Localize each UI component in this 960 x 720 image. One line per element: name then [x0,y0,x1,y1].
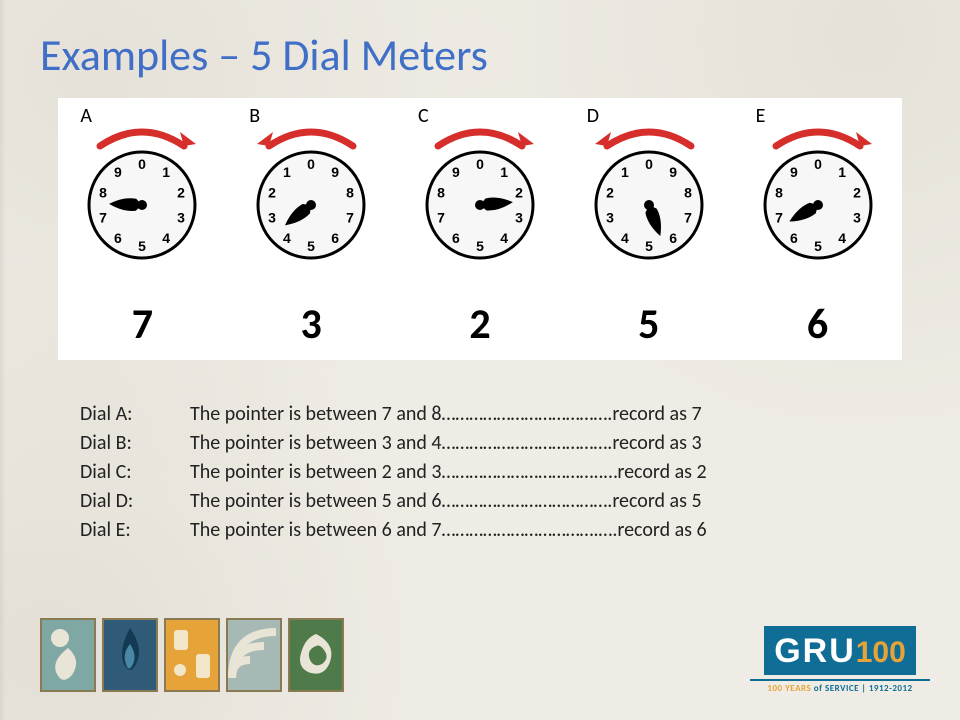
svg-text:8: 8 [775,184,783,200]
dial-face: 012 34567 89 [252,146,370,264]
svg-text:2: 2 [177,184,185,200]
dial-face: 0 12 34 567 89 [83,146,201,264]
svg-text:9: 9 [114,164,122,180]
svg-text:3: 3 [177,210,185,226]
svg-text:2: 2 [515,184,523,200]
dial-face: 012 34567 89 [759,146,877,264]
svg-text:6: 6 [790,230,798,246]
logo-main-text: GRU [774,632,856,670]
logo-sub-prefix: 100 YEARS [767,683,811,694]
dials-row: A0123456789B0123456789C0123456789D012345… [58,104,902,264]
svg-text:6: 6 [331,230,339,246]
svg-text:3: 3 [853,210,861,226]
explanation-row: Dial C:The pointer is between 2 and 3………… [80,458,880,487]
svg-text:5: 5 [476,238,484,254]
dial-e: E0123456789 [738,104,898,264]
svg-text:3: 3 [606,210,614,226]
explanation-label: Dial A: [80,400,190,429]
meter-diagram-panel: A0123456789B0123456789C0123456789D012345… [58,98,902,360]
explanation-row: Dial B:The pointer is between 3 and 4………… [80,429,880,458]
logo-subtitle: 100 YEARS of SERVICE | 1912-2012 [750,679,930,694]
explanation-text: The pointer is between 7 and 8…………………………… [190,400,880,429]
explanation-text: The pointer is between 6 and 7…………………………… [190,516,880,545]
explanation-label: Dial B: [80,429,190,458]
explanation-text: The pointer is between 2 and 3…………………………… [190,458,880,487]
dial-reading: 2 [400,299,560,350]
svg-text:1: 1 [500,164,508,180]
explanation-row: Dial E:The pointer is between 6 and 7………… [80,516,880,545]
svg-text:9: 9 [452,164,460,180]
slide-title: Examples – 5 Dial Meters [40,28,488,82]
dial-reading: 7 [62,299,222,350]
badge-telecom-icon [226,618,282,692]
svg-text:0: 0 [645,156,653,172]
svg-text:7: 7 [775,210,783,226]
explanation-row: Dial D:The pointer is between 5 and 6………… [80,487,880,516]
svg-text:0: 0 [814,156,822,172]
svg-text:5: 5 [645,238,653,254]
readings-row: 73256 [58,299,902,350]
svg-text:6: 6 [669,230,677,246]
svg-text:4: 4 [838,230,846,246]
explanation-text: The pointer is between 3 and 4…………………………… [190,429,880,458]
svg-text:7: 7 [437,210,445,226]
badge-gas-icon [102,618,158,692]
svg-text:1: 1 [163,164,171,180]
svg-text:1: 1 [283,164,291,180]
svg-text:9: 9 [790,164,798,180]
svg-text:4: 4 [500,230,508,246]
badge-electric-icon [164,618,220,692]
svg-text:6: 6 [114,230,122,246]
explanation-text: The pointer is between 5 and 6…………………………… [190,487,880,516]
badge-wastewater-icon [288,618,344,692]
explanation-label: Dial D: [80,487,190,516]
logo-sub-suffix: 1912-2012 [869,683,913,694]
svg-text:3: 3 [515,210,523,226]
dial-reading: 3 [231,299,391,350]
svg-text:8: 8 [684,184,692,200]
svg-text:5: 5 [814,238,822,254]
svg-text:8: 8 [346,184,354,200]
dial-face: 012 34567 89 [590,146,708,264]
dial-a: A0123456789 [62,104,222,264]
svg-text:0: 0 [138,156,146,172]
svg-text:1: 1 [621,164,629,180]
gru-logo-box: GRU100 [764,626,916,675]
svg-text:1: 1 [838,164,846,180]
dial-reading: 6 [738,299,898,350]
svg-text:5: 5 [307,238,315,254]
gru-logo: GRU100 100 YEARS of SERVICE | 1912-2012 [750,626,930,694]
svg-text:0: 0 [307,156,315,172]
footer-badges [40,618,344,692]
svg-text:3: 3 [268,210,276,226]
svg-text:7: 7 [684,210,692,226]
svg-text:2: 2 [853,184,861,200]
logo-sub-mid: of SERVICE | [811,683,869,694]
logo-suffix-text: 100 [856,636,906,669]
svg-text:4: 4 [621,230,629,246]
dial-face: 012 34567 89 [421,146,539,264]
dial-reading: 5 [569,299,729,350]
svg-text:2: 2 [606,184,614,200]
explanation-row: Dial A:The pointer is between 7 and 8………… [80,400,880,429]
svg-text:7: 7 [346,210,354,226]
dial-b: B0123456789 [231,104,391,264]
svg-text:2: 2 [268,184,276,200]
dial-c: C0123456789 [400,104,560,264]
dial-d: D0123456789 [569,104,729,264]
explanation-label: Dial E: [80,516,190,545]
svg-text:8: 8 [99,184,107,200]
svg-text:5: 5 [138,238,146,254]
svg-text:0: 0 [476,156,484,172]
badge-water-icon [40,618,96,692]
svg-text:7: 7 [99,210,107,226]
svg-text:6: 6 [452,230,460,246]
svg-text:9: 9 [669,164,677,180]
explanations-block: Dial A:The pointer is between 7 and 8………… [80,400,880,545]
svg-text:4: 4 [283,230,291,246]
svg-text:9: 9 [331,164,339,180]
svg-text:8: 8 [437,184,445,200]
svg-text:4: 4 [163,230,171,246]
explanation-label: Dial C: [80,458,190,487]
